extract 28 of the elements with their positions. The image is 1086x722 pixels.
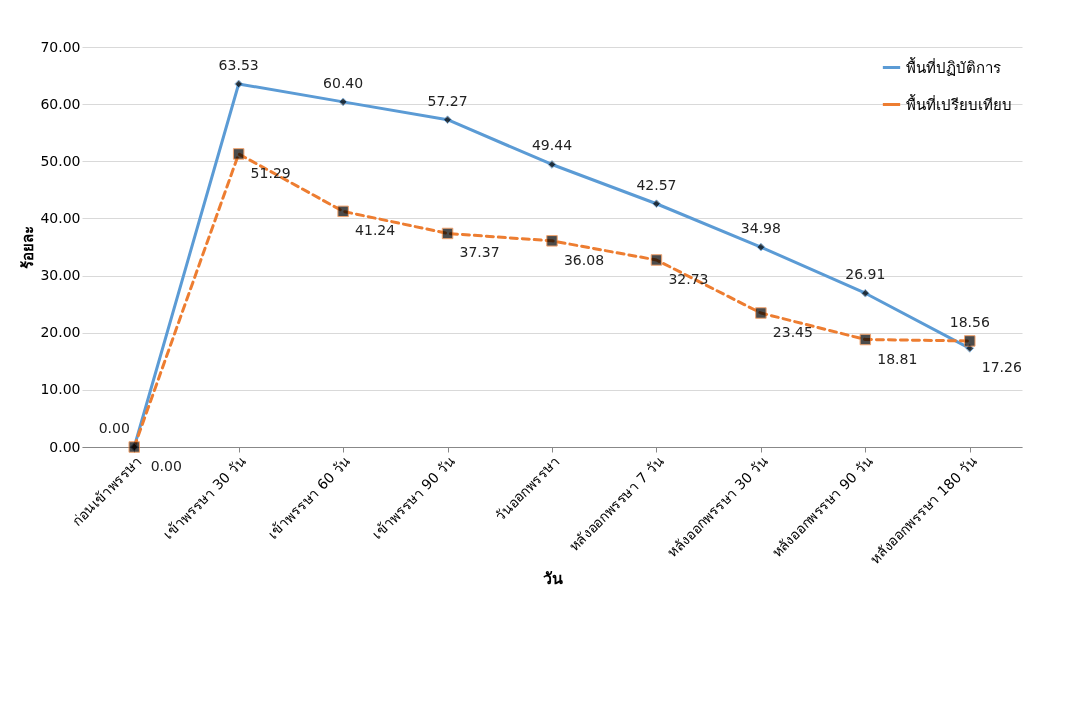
data-label: 0.00 xyxy=(150,458,182,474)
data-label: 34.98 xyxy=(740,220,781,237)
data-label: 57.27 xyxy=(427,92,468,109)
data-label: 18.81 xyxy=(877,350,918,367)
y-tick-label: 70.00 xyxy=(40,38,81,55)
data-label: 18.56 xyxy=(949,313,990,330)
data-label: 36.08 xyxy=(563,251,605,268)
x-axis-title: วัน xyxy=(542,568,563,588)
y-tick-label: 0.00 xyxy=(49,438,81,455)
data-label: 60.40 xyxy=(323,74,364,91)
data-label: 37.37 xyxy=(459,244,500,261)
y-tick-label: 60.00 xyxy=(40,95,81,112)
legend-label: พื้นที่ปฏิบัติการ xyxy=(906,56,1001,77)
data-label: 17.26 xyxy=(981,359,1022,376)
y-tick-label: 40.00 xyxy=(40,209,81,226)
data-label: 41.24 xyxy=(355,222,396,239)
data-label: 42.57 xyxy=(636,176,677,193)
y-tick-label: 20.00 xyxy=(40,324,81,341)
data-label: 26.91 xyxy=(845,266,886,283)
data-label: 23.45 xyxy=(772,324,813,340)
y-tick-label: 30.00 xyxy=(40,267,81,284)
data-label: 49.44 xyxy=(531,137,573,154)
y-tick-label: 10.00 xyxy=(40,381,81,398)
data-label: 0.00 xyxy=(98,420,130,436)
data-label: 63.53 xyxy=(218,56,259,73)
legend-label: พื้นที่เปรียบเทียบ xyxy=(906,93,1012,114)
y-axis-title: ร้อยละ xyxy=(19,226,38,269)
y-tick-label: 50.00 xyxy=(40,152,81,169)
